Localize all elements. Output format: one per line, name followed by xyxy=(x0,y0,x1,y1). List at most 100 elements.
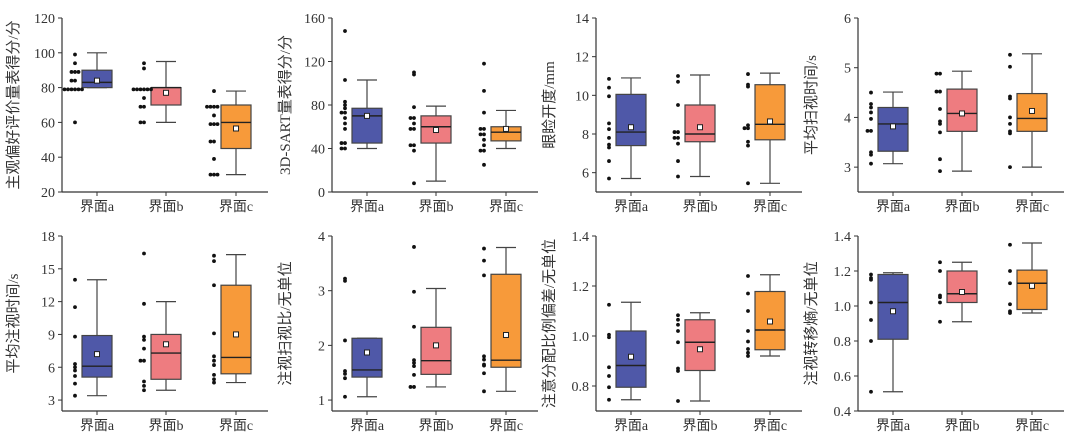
data-point xyxy=(482,273,486,278)
data-point xyxy=(1008,52,1012,57)
y-tick-label: 10 xyxy=(575,89,589,104)
y-tick-label: 12 xyxy=(575,51,589,66)
data-point xyxy=(746,181,750,186)
y-tick-label: 1.2 xyxy=(834,265,852,280)
data-point xyxy=(142,87,146,92)
box-界面c xyxy=(212,253,252,385)
panel-3: 6 8 10 12 14 眼睑开度/mm 界面a 界面b 界面c xyxy=(541,12,802,215)
data-point xyxy=(676,399,680,403)
mean-marker xyxy=(628,353,634,360)
y-tick-label: 40 xyxy=(41,151,55,166)
data-point xyxy=(746,339,750,344)
data-point xyxy=(482,137,486,142)
data-point xyxy=(69,70,74,74)
data-point xyxy=(73,61,77,66)
data-point xyxy=(343,127,347,131)
iqr-box xyxy=(754,84,786,141)
data-point xyxy=(343,371,347,376)
iqr-box xyxy=(615,93,647,147)
data-point xyxy=(408,385,413,389)
box-界面a xyxy=(73,277,113,398)
data-point xyxy=(142,301,146,306)
data-point xyxy=(482,88,486,93)
box-界面b xyxy=(676,312,716,403)
x-tick-label: 界面a xyxy=(350,200,385,215)
mean-marker xyxy=(233,331,239,338)
box-界面c xyxy=(1008,242,1048,315)
data-point xyxy=(138,104,143,109)
data-point xyxy=(343,146,347,151)
mean-marker xyxy=(628,124,634,131)
x-tick-label: 界面b xyxy=(683,200,718,215)
data-point xyxy=(607,142,611,147)
data-point xyxy=(869,105,873,110)
data-point xyxy=(343,110,347,115)
data-point xyxy=(208,104,213,109)
y-tick-label: 2 xyxy=(318,339,325,354)
box-界面b xyxy=(408,70,452,186)
data-point xyxy=(212,373,216,377)
data-point xyxy=(343,99,347,104)
data-point xyxy=(938,130,942,135)
data-point xyxy=(607,335,611,340)
data-point xyxy=(73,374,77,378)
data-point xyxy=(142,61,146,66)
data-point xyxy=(215,122,220,127)
data-point xyxy=(145,87,150,92)
y-tick-label: 12 xyxy=(41,296,55,311)
data-point xyxy=(212,113,216,118)
data-point xyxy=(869,318,873,322)
box-界面a xyxy=(607,301,647,402)
data-point xyxy=(73,305,77,309)
y-tick-label: 9 xyxy=(48,328,55,343)
data-point xyxy=(73,87,77,92)
y-axis-label: 注视转移熵/无单位 xyxy=(803,261,820,385)
data-point xyxy=(672,130,677,134)
data-point xyxy=(412,105,416,110)
y-tick-label: 120 xyxy=(304,56,325,71)
data-point xyxy=(607,365,611,370)
box-界面b xyxy=(934,70,978,174)
y-tick-label: 1.0 xyxy=(834,300,852,315)
data-point xyxy=(343,394,347,399)
data-point xyxy=(212,259,216,264)
y-tick-label: 100 xyxy=(34,47,55,62)
data-point xyxy=(412,364,416,369)
data-point xyxy=(746,143,750,148)
panel-5: 3 6 9 12 15 18 平均注视时间/s 界面a 界面b 界面c xyxy=(5,230,268,434)
data-point xyxy=(212,104,216,109)
box-界面a xyxy=(607,77,647,181)
x-tick-label: 界面b xyxy=(419,419,454,434)
data-point xyxy=(676,329,680,333)
box-界面a xyxy=(62,52,113,125)
y-tick-label: 20 xyxy=(41,186,55,201)
data-point xyxy=(73,277,77,282)
y-tick-label: 15 xyxy=(41,263,55,278)
data-point xyxy=(676,135,680,140)
box-界面a xyxy=(869,272,909,394)
data-point xyxy=(676,313,680,318)
data-point xyxy=(938,300,942,305)
x-tick-label: 界面c xyxy=(753,419,787,434)
mean-marker xyxy=(364,112,370,119)
data-point xyxy=(938,89,942,94)
data-point xyxy=(73,120,77,125)
data-point xyxy=(676,174,680,179)
data-point xyxy=(934,71,939,76)
data-point xyxy=(412,358,416,363)
x-tick-label: 界面a xyxy=(80,419,115,434)
data-point xyxy=(408,143,413,148)
data-point xyxy=(478,132,483,137)
data-point xyxy=(1008,165,1012,170)
iqr-box xyxy=(877,273,909,340)
mean-marker xyxy=(364,349,370,356)
data-point xyxy=(607,159,611,163)
y-tick-label: 0.8 xyxy=(572,380,590,395)
y-tick-label: 0.8 xyxy=(834,335,852,350)
data-point xyxy=(205,104,209,109)
y-axis-label: 3D-SART量表得分/分 xyxy=(277,35,294,175)
y-tick-label: 80 xyxy=(311,99,325,114)
